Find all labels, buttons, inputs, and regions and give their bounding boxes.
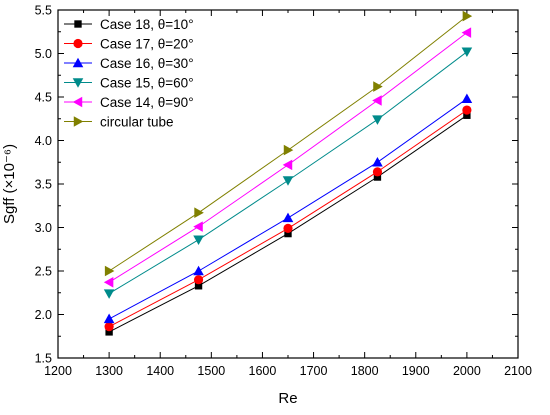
x-tick-label: 1600 xyxy=(249,364,277,378)
legend-item: circular tube xyxy=(64,115,174,130)
legend-item: Case 17, θ=20° xyxy=(64,37,194,52)
data-point xyxy=(461,93,473,103)
legend-marker xyxy=(72,78,84,88)
data-point xyxy=(372,156,383,167)
data-point xyxy=(103,289,115,299)
x-axis-title: Re xyxy=(278,390,297,407)
data-point xyxy=(462,105,472,115)
x-tick-label: 2100 xyxy=(504,364,532,378)
data-point xyxy=(193,265,204,276)
legend-label: circular tube xyxy=(100,115,174,130)
data-point xyxy=(462,10,473,22)
series-3 xyxy=(103,93,473,324)
legend-marker xyxy=(72,57,84,68)
legend-item: Case 18, θ=10° xyxy=(64,17,194,32)
legend-label: Case 17, θ=20° xyxy=(100,37,194,52)
data-point xyxy=(283,223,293,233)
legend-label: Case 18, θ=10° xyxy=(100,17,194,32)
data-point xyxy=(194,282,203,290)
legend-item: Case 15, θ=60° xyxy=(64,76,194,91)
data-point xyxy=(194,207,204,218)
legend-label: Case 16, θ=30° xyxy=(100,56,194,71)
x-tick-label: 1200 xyxy=(44,364,72,378)
y-tick-label: 5.0 xyxy=(35,47,52,61)
x-tick-label: 1300 xyxy=(95,364,123,378)
data-point xyxy=(193,221,203,232)
series-5 xyxy=(103,27,472,288)
data-point xyxy=(282,159,293,171)
data-point xyxy=(461,47,473,58)
data-point xyxy=(283,144,294,156)
data-point xyxy=(463,111,471,119)
data-point xyxy=(193,235,204,245)
y-tick-label: 4.5 xyxy=(35,91,52,105)
legend-item: Case 14, θ=90° xyxy=(64,95,194,110)
plot-series xyxy=(103,10,473,336)
legend-marker xyxy=(73,38,83,49)
data-point xyxy=(372,95,382,106)
series-4 xyxy=(103,47,473,299)
data-point xyxy=(373,173,382,181)
data-point xyxy=(103,313,115,324)
data-point xyxy=(103,277,114,288)
data-point xyxy=(372,115,383,125)
y-tick-label: 3.0 xyxy=(35,221,52,235)
y-tick-label: 2.0 xyxy=(35,308,52,322)
series-1 xyxy=(105,111,471,336)
y-tick-label: 4.0 xyxy=(35,134,52,148)
y-tick-label: 5.5 xyxy=(35,4,52,18)
legend-label: Case 15, θ=60° xyxy=(100,76,194,91)
data-point xyxy=(104,322,114,332)
series-line xyxy=(108,98,468,320)
data-point xyxy=(373,81,383,92)
legend-marker xyxy=(72,96,83,108)
series-6 xyxy=(104,10,473,277)
x-tick-label: 1700 xyxy=(300,364,328,378)
data-point xyxy=(284,229,292,238)
data-point xyxy=(193,275,204,285)
data-point xyxy=(282,176,294,186)
data-point xyxy=(104,265,115,277)
legend-marker xyxy=(74,20,82,28)
x-tick-label: 1500 xyxy=(197,364,225,378)
y-tick-label: 3.5 xyxy=(35,178,52,192)
x-tick-label: 1800 xyxy=(351,364,379,378)
data-point xyxy=(461,27,472,38)
legend: Case 18, θ=10° Case 17, θ=20° Case 16, θ=3… xyxy=(64,17,194,130)
series-2 xyxy=(104,105,472,332)
y-tick-label: 1.5 xyxy=(35,352,52,366)
legend-label: Case 14, θ=90° xyxy=(100,95,194,110)
y-tick-label: 2.5 xyxy=(35,265,52,279)
x-tick-label: 2000 xyxy=(453,364,481,378)
legend-item: Case 16, θ=30° xyxy=(64,56,194,71)
data-point xyxy=(282,212,294,223)
data-point xyxy=(372,167,383,177)
x-tick-label: 1900 xyxy=(402,364,430,378)
x-tick-label: 1400 xyxy=(146,364,174,378)
axes: 1200 1300 1400 1500 1600 1700 1800 1900 2000 2100… xyxy=(35,4,532,379)
y-axis-title: Sgff (×10⁻⁶) xyxy=(1,144,18,224)
data-point xyxy=(105,328,113,336)
legend-marker xyxy=(73,116,84,127)
